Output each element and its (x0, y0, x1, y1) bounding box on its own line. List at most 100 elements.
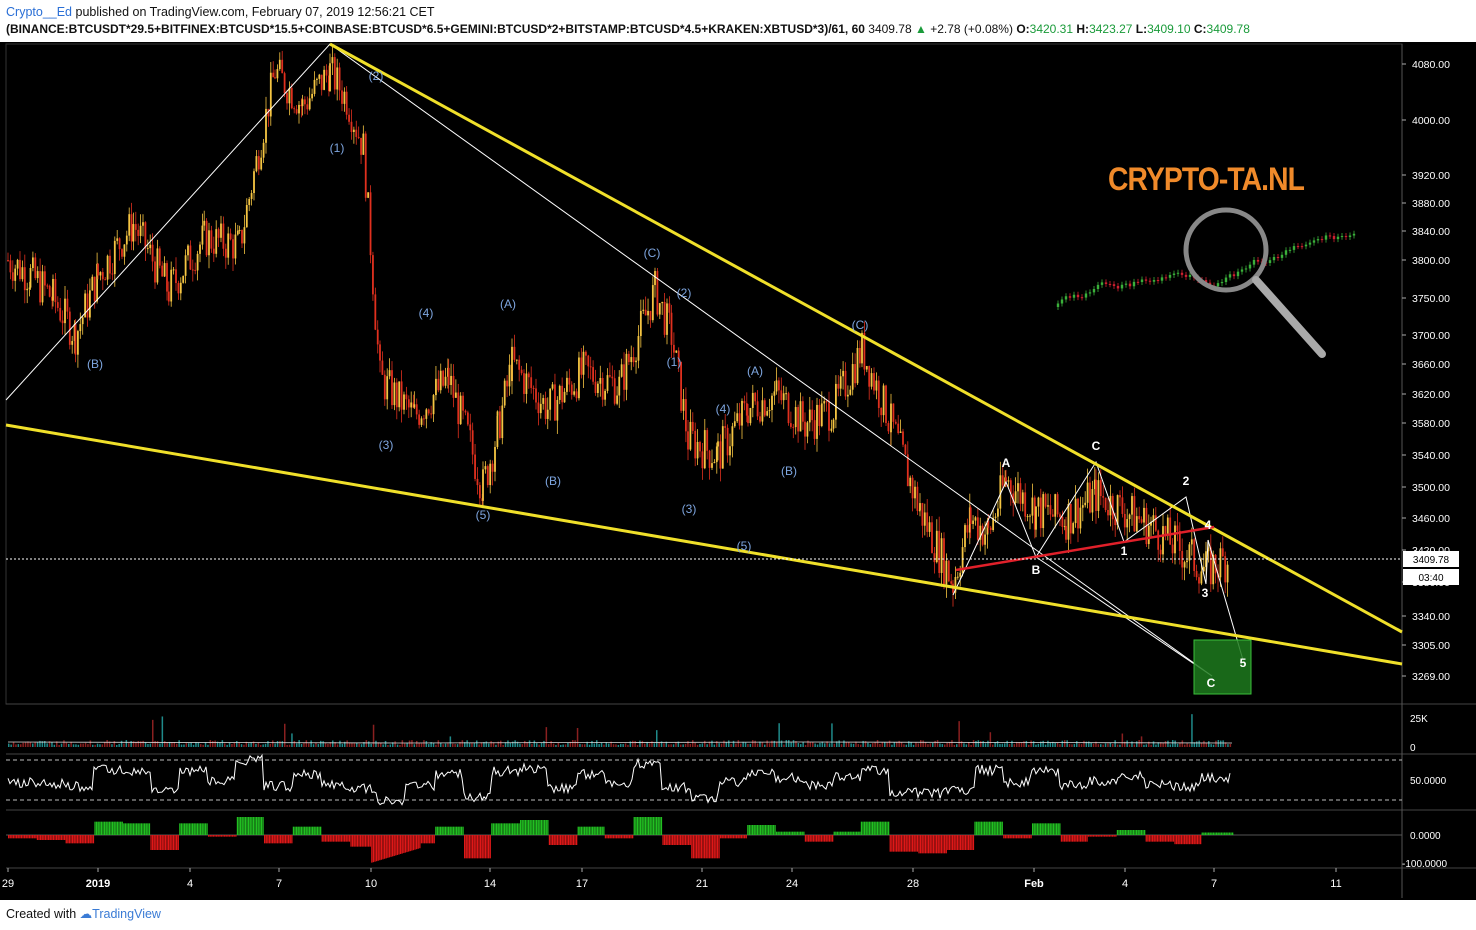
osc-hist-bar (1190, 835, 1192, 845)
osc-hist-bar (332, 835, 335, 842)
candle-body (304, 99, 306, 105)
candle-body (301, 99, 304, 107)
candle-body (743, 400, 746, 404)
candle-body (435, 378, 437, 396)
target-box (1193, 639, 1252, 695)
candle-body (182, 275, 185, 283)
osc-hist-bar (190, 823, 192, 835)
osc-hist-bar (150, 835, 152, 850)
tradingview-link[interactable]: TradingView (92, 907, 161, 921)
osc-hist-bar (1214, 832, 1216, 835)
candle-body (205, 220, 208, 256)
candle-body (859, 347, 861, 364)
volume-bar (533, 740, 536, 747)
volume-bar (780, 740, 783, 747)
logo-candle-body (1108, 283, 1112, 285)
candle-body (400, 381, 403, 410)
volume-bar (1145, 744, 1148, 747)
wedge-trendlines (5, 42, 1403, 666)
volume-bar (941, 743, 944, 747)
candle-body (868, 366, 871, 387)
volume-bar (51, 742, 53, 747)
candle-body (357, 136, 360, 138)
candle-body (343, 91, 346, 104)
volume-bar (387, 744, 389, 747)
candle-body (253, 171, 255, 194)
osc-hist-bar (1161, 835, 1163, 842)
volume-bar (152, 719, 154, 747)
osc-hist-bar (515, 823, 517, 835)
osc-hist-bar (1171, 835, 1173, 842)
candle-body (642, 309, 645, 311)
logo-candle-body (1072, 294, 1076, 298)
osc-hist-bar (987, 821, 989, 835)
chart-svg[interactable]: (1)(2)(B)(3)(4)(5)(A)(B)(C)(2)(1)(3)(4)(… (0, 42, 1476, 900)
time-axis[interactable]: 29 2019 4 7 10 14 17 21 24 28 Feb 4 7 11 (2, 868, 1342, 890)
candle-body (992, 517, 995, 531)
osc-hist-bar (654, 817, 656, 835)
logo-candle-body (1232, 274, 1236, 277)
volume-bar (1076, 741, 1078, 747)
candle-body (1054, 494, 1057, 517)
wave-label: (B) (87, 357, 103, 371)
osc-hist-bar (881, 821, 883, 835)
rsi-tick-50: 50.0000 (1410, 776, 1447, 787)
candle-body (489, 463, 492, 486)
osc-hist-bar (1129, 830, 1131, 835)
osc-hist-bar (988, 821, 991, 835)
osc-hist-bar (236, 817, 239, 835)
osc-hist-bar (270, 835, 272, 844)
osc-hist-bar (568, 835, 570, 845)
volume-bar (423, 740, 425, 747)
osc-hist-bar (200, 823, 202, 835)
volume-bar (104, 741, 106, 747)
volume-bar (168, 741, 171, 747)
volume-bar (1155, 744, 1157, 747)
osc-hist-bar (560, 835, 562, 845)
osc-hist-bar (137, 823, 139, 835)
volume-bar (1102, 744, 1104, 747)
osc-hist-bar (1172, 835, 1175, 842)
price-axis[interactable]: 4080.004000.003920.003880.003840.003800.… (1402, 59, 1450, 683)
candle-body (130, 214, 133, 242)
osc-hist-bar (1212, 832, 1215, 835)
candle-body (849, 389, 852, 395)
candle-body (283, 73, 286, 94)
time-tick-label: 11 (1330, 878, 1341, 890)
volume-bar (905, 744, 908, 747)
osc-hist-bar (1033, 823, 1035, 835)
osc-hist-bar (664, 835, 666, 845)
candle-body (542, 398, 545, 404)
osc-hist-bar (232, 835, 234, 837)
osc-hist-bar (1065, 835, 1067, 842)
author-link[interactable]: Crypto__Ed (6, 5, 73, 19)
osc-hist-bar (1059, 823, 1061, 835)
volume-bar (1186, 743, 1188, 747)
candle-body (656, 271, 659, 315)
candle-body (1226, 564, 1229, 583)
candle-body (241, 230, 243, 244)
osc-hist-bar (124, 823, 127, 835)
osc-hist-bar (1217, 832, 1219, 835)
candle-body (71, 341, 74, 345)
osc-hist-bar (1009, 835, 1011, 839)
volume-bar (636, 744, 639, 747)
osc-hist-bar (529, 820, 531, 835)
volume-bar (106, 740, 108, 747)
volume-bar (792, 740, 795, 747)
osc-hist-bar (1220, 832, 1223, 835)
osc-hist-bar (1052, 823, 1055, 835)
osc-hist-bar (321, 835, 323, 842)
candle-body (125, 235, 128, 245)
volume-bar (140, 741, 142, 747)
osc-hist-bar (817, 835, 819, 842)
volume-bar (922, 740, 924, 747)
volume-bar (701, 743, 704, 747)
osc-hist-bar (14, 835, 16, 839)
candle-body (811, 409, 814, 421)
volume-bar (994, 742, 996, 747)
candle-body (1081, 505, 1084, 508)
candle-body (248, 198, 251, 206)
candle-body (1114, 519, 1117, 526)
chart-canvas[interactable]: (1) (2) (B) (3) (4) (5) (A) (B) (C) (2) (1) (3) (4)(… (0, 42, 1476, 900)
